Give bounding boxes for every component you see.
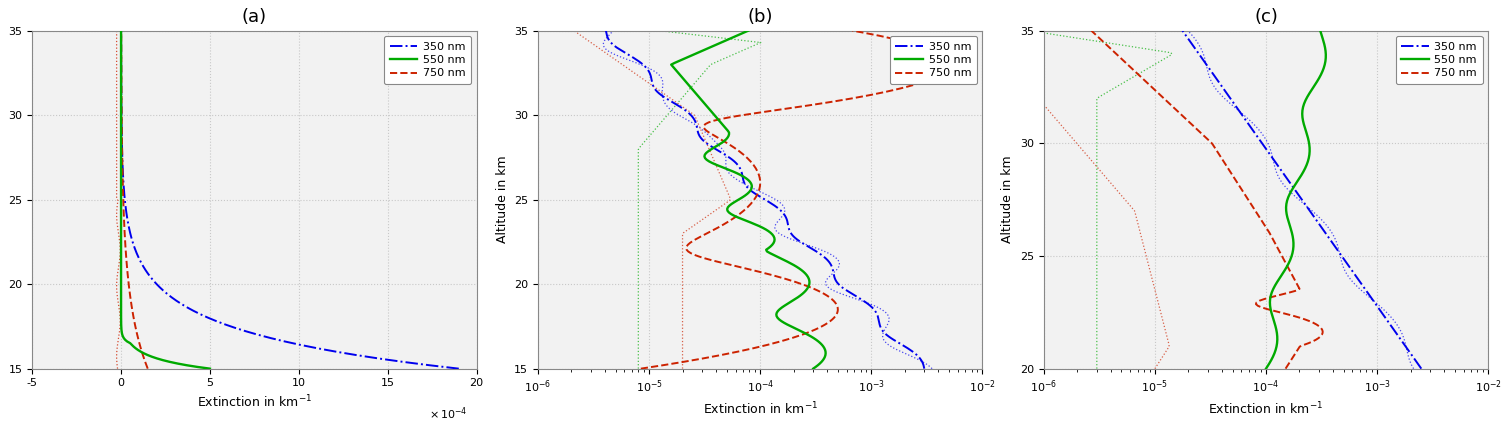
Line: 550 nm: 550 nm: [672, 31, 826, 369]
350 nm: [915, 366, 933, 371]
750 nm: [119, 276, 137, 281]
350 nm: [175, 303, 193, 308]
Legend: 350 nm, 550 nm, 750 nm: 350 nm, 550 nm, 750 nm: [1395, 36, 1483, 84]
750 nm: [134, 353, 153, 358]
350 nm: [347, 353, 365, 358]
Line: 350 nm: 350 nm: [121, 31, 459, 369]
Line: 750 nm: 750 nm: [121, 31, 148, 369]
550 nm: [1265, 353, 1284, 358]
350 nm: [898, 346, 917, 351]
Line: 750 nm: 750 nm: [640, 31, 948, 369]
350 nm: [112, 45, 130, 50]
550 nm: [701, 45, 719, 50]
550 nm: [112, 303, 130, 308]
Title: (c): (c): [1255, 8, 1277, 26]
350 nm: [1194, 57, 1213, 62]
750 nm: [1285, 353, 1303, 358]
350 nm: [450, 366, 468, 371]
750 nm: [1285, 276, 1303, 281]
750 nm: [112, 57, 130, 62]
Title: (a): (a): [242, 8, 267, 26]
750 nm: [1083, 28, 1101, 33]
550 nm: [1270, 276, 1288, 281]
350 nm: [609, 45, 627, 50]
350 nm: [627, 57, 645, 62]
Y-axis label: Altitude in km: Altitude in km: [1001, 156, 1015, 243]
Line: 350 nm: 350 nm: [606, 31, 924, 369]
550 nm: [1311, 28, 1329, 33]
750 nm: [844, 28, 862, 33]
550 nm: [1317, 57, 1335, 62]
750 nm: [112, 45, 130, 50]
550 nm: [815, 346, 834, 351]
350 nm: [1185, 45, 1203, 50]
750 nm: [776, 276, 794, 281]
550 nm: [112, 45, 130, 50]
550 nm: [1317, 45, 1335, 50]
750 nm: [1249, 303, 1267, 308]
X-axis label: Extinction in km$^{-1}$: Extinction in km$^{-1}$: [702, 400, 818, 417]
550 nm: [112, 28, 130, 33]
750 nm: [938, 57, 956, 62]
350 nm: [596, 28, 615, 33]
350 nm: [112, 28, 130, 33]
350 nm: [1368, 303, 1386, 308]
750 nm: [1113, 57, 1131, 62]
750 nm: [139, 366, 157, 371]
Title: (b): (b): [747, 8, 773, 26]
550 nm: [112, 57, 130, 62]
550 nm: [740, 28, 758, 33]
750 nm: [1290, 346, 1308, 351]
550 nm: [139, 353, 157, 358]
550 nm: [1261, 303, 1279, 308]
550 nm: [201, 366, 219, 371]
350 nm: [112, 57, 130, 62]
Line: 750 nm: 750 nm: [1092, 31, 1323, 369]
750 nm: [744, 346, 763, 351]
550 nm: [1267, 346, 1285, 351]
550 nm: [127, 346, 145, 351]
Legend: 350 nm, 550 nm, 750 nm: 350 nm, 550 nm, 750 nm: [889, 36, 977, 84]
X-axis label: Extinction in km$^{-1}$: Extinction in km$^{-1}$: [1208, 400, 1324, 417]
750 nm: [1101, 45, 1119, 50]
350 nm: [826, 276, 844, 281]
750 nm: [917, 45, 935, 50]
350 nm: [1348, 276, 1367, 281]
350 nm: [308, 346, 326, 351]
350 nm: [1173, 28, 1191, 33]
Text: $\times\,10^{-4}$: $\times\,10^{-4}$: [429, 406, 468, 422]
750 nm: [631, 366, 649, 371]
350 nm: [1403, 353, 1421, 358]
Line: 550 nm: 550 nm: [1265, 31, 1326, 369]
350 nm: [908, 353, 926, 358]
350 nm: [861, 303, 879, 308]
550 nm: [817, 353, 835, 358]
550 nm: [775, 303, 793, 308]
750 nm: [112, 28, 130, 33]
350 nm: [143, 276, 162, 281]
750 nm: [122, 303, 140, 308]
350 nm: [1412, 366, 1430, 371]
750 nm: [131, 346, 149, 351]
550 nm: [112, 276, 130, 281]
Y-axis label: Altitude in km: Altitude in km: [495, 156, 509, 243]
Legend: 350 nm, 550 nm, 750 nm: 350 nm, 550 nm, 750 nm: [384, 36, 471, 84]
X-axis label: Extinction in km$^{-1}$: Extinction in km$^{-1}$: [196, 394, 313, 411]
550 nm: [805, 366, 823, 371]
550 nm: [673, 57, 692, 62]
350 nm: [1398, 346, 1416, 351]
Line: 350 nm: 350 nm: [1182, 31, 1421, 369]
750 nm: [1276, 366, 1294, 371]
Line: 550 nm: 550 nm: [121, 31, 210, 369]
550 nm: [1256, 366, 1274, 371]
750 nm: [711, 353, 729, 358]
550 nm: [800, 276, 818, 281]
750 nm: [827, 303, 846, 308]
